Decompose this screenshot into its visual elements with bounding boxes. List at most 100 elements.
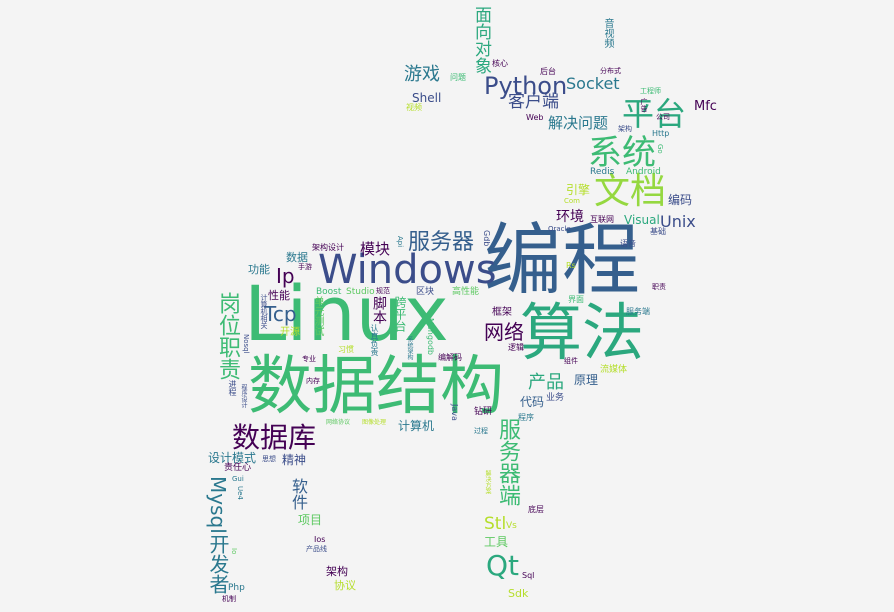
word-gongneng: 功能 (248, 263, 270, 276)
word-neicun: 内存 (306, 377, 320, 385)
word-stl: Stl (484, 514, 507, 534)
word-ruanjian: 软件 (289, 478, 308, 510)
word-yinshipin: 音视频 (602, 18, 613, 48)
word-wenti: 问题 (450, 73, 466, 82)
word-unix: Unix (660, 212, 696, 231)
word-houtai: 后台 (540, 67, 556, 76)
word-gongju: 工具 (484, 535, 509, 549)
word-hulianwang: 互联网 (590, 215, 614, 224)
word-jiaoben: 脚本 (371, 296, 387, 324)
word-vs: Vs (506, 521, 517, 531)
word-guanggao: 广告 (640, 98, 648, 112)
word-redis: Redis (590, 167, 615, 177)
word-jincheng: 进程 (228, 380, 237, 396)
word-mysql-kaifazhe: Mysql开发者 (206, 476, 230, 594)
word-xieyi: 协议 (334, 579, 356, 592)
word-tuxiangchuli: 图像处理 (362, 419, 387, 426)
word-ue4: Ue4 (236, 486, 244, 500)
word-jisuanji: 计算机 (398, 419, 435, 433)
word-zerenxin: 责任心 (224, 463, 252, 473)
word-gdb: Gdb (482, 230, 491, 247)
word-zujian: 组件 (564, 357, 578, 365)
word-chanpinxian: 产品线 (306, 545, 327, 553)
word-guifan: 规范 (376, 287, 390, 295)
word-fuwuqi: 服务器 (408, 230, 475, 255)
word-jiagousheji: 架构设计 (312, 243, 344, 252)
word-studio: Studio (346, 287, 375, 297)
word-kuangjia: 框架 (492, 307, 512, 318)
word-kaiyuan: 开源 (280, 327, 300, 338)
word-zhuanye: 专业 (302, 355, 316, 363)
word-xingneng: 性能 (268, 289, 290, 302)
word-shejimoshi: 设计模式 (208, 451, 257, 465)
word-biancheng: 编程 (484, 216, 641, 306)
word-web: Web (526, 113, 544, 122)
word-ip: Ip (276, 264, 295, 288)
word-sdk: Sdk (508, 587, 529, 600)
word-windows: Windows (318, 247, 497, 293)
word-mfc: Mfc (694, 99, 717, 114)
word-liumeiti: 流媒体 (600, 365, 628, 375)
word-oracle: Oracle (548, 225, 571, 233)
word-wendang: 文档 (594, 171, 667, 212)
word-huanjing: 环境 (556, 209, 584, 225)
word-gongchengshi: 工程师 (640, 87, 661, 95)
word-socket: Socket (566, 74, 620, 93)
word-jiejuewenti: 解决问题 (548, 114, 609, 132)
word-xiangmu: 项目 (298, 513, 323, 527)
word-api: Api (396, 236, 404, 248)
word-com: Com (564, 197, 580, 205)
word-tcp: Tcp (264, 302, 297, 326)
word-shouyou: 手游 (298, 263, 312, 271)
word-pingtai: 平台 (622, 95, 687, 133)
word-xitongjiagou: 系统架构 (406, 336, 413, 360)
word-rs: Rs (566, 261, 576, 270)
word-chanpin: 产品 (528, 372, 564, 393)
word-chengxu: 程序 (518, 413, 534, 422)
word-fenbushi: 分布式 (600, 67, 621, 75)
word-ios: Ios (314, 535, 326, 544)
word-xitong: 系统 (588, 133, 656, 173)
word-youxi: 游戏 (404, 64, 440, 85)
word-mokuai: 模块 (360, 240, 391, 258)
word-bianjiema: 编解码 (438, 353, 462, 362)
word-yewu: 业务 (546, 393, 565, 403)
word-hexin: 核心 (492, 59, 508, 68)
word-wangluoxieyi: 网络协议 (326, 419, 351, 426)
word-gangweizhize: 岗位职责 (215, 292, 240, 380)
word-shipin: 视频 (406, 103, 422, 112)
word-danyuanceshi: 单元测试 (312, 296, 323, 336)
word-boost: Boost (316, 287, 342, 297)
word-chengxusheji: 程序设计 (240, 384, 247, 408)
word-zuanyan: 钻研 (474, 407, 493, 417)
word-java: Java (450, 404, 459, 421)
word-http: Http (652, 129, 670, 138)
word-kuapingtai: 跨平台 (393, 296, 407, 332)
word-yuyin: 语音 (620, 239, 636, 248)
word-python: Python (484, 72, 568, 100)
word-jizhi: 机制 (222, 595, 236, 603)
word-shuju: 数据 (286, 251, 308, 264)
word-nosql: Nosql (242, 334, 250, 354)
word-guocheng: 过程 (474, 427, 488, 435)
word-gui: Gui (232, 475, 244, 483)
word-gaoxingneng: 高性能 (452, 287, 480, 297)
word-android: Android (626, 167, 661, 177)
word-yuanli: 原理 (574, 373, 599, 387)
word-io: Io (230, 548, 238, 555)
word-yinqing: 引擎 (566, 183, 591, 197)
word-go: Go (656, 144, 664, 154)
word-renzhenfuze: 认真负责 (370, 324, 379, 356)
word-zhize: 职责 (652, 283, 666, 291)
word-php: Php (228, 583, 245, 593)
word-jiagou: 架构 (326, 565, 348, 578)
word-mongodb: Mongodb (426, 318, 435, 355)
word-qukuai: 区块 (416, 287, 435, 297)
word-qt: Qt (486, 549, 520, 582)
word-jiagou-small: 架构 (618, 125, 632, 133)
word-jingshen: 精神 (282, 453, 307, 467)
word-gongsi: 公司 (656, 113, 670, 121)
word-sql: Sql (522, 571, 535, 580)
word-dieceng: 底层 (528, 505, 544, 514)
